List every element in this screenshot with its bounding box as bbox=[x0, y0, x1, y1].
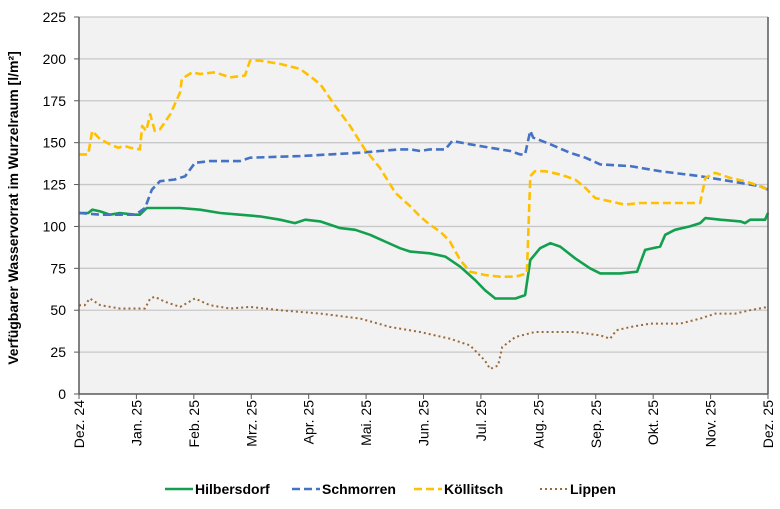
gridlines bbox=[74, 16, 769, 399]
x-tick-label: Jan. 25 bbox=[128, 400, 144, 446]
legend-label: Lippen bbox=[570, 481, 616, 497]
x-tick-label: Jun. 25 bbox=[416, 400, 432, 446]
y-tick-label: 225 bbox=[43, 9, 67, 25]
y-tick-label: 150 bbox=[43, 135, 67, 151]
x-tick-label: Jul. 25 bbox=[473, 400, 489, 441]
y-tick-labels: 0 25 50 75 100 125 150 175 200 225 bbox=[43, 9, 67, 402]
x-tick-label: Aug. 25 bbox=[530, 400, 546, 448]
legend-label: Hilbersdorf bbox=[195, 481, 270, 497]
x-tick-label: Mai. 25 bbox=[358, 400, 374, 446]
legend: Hilbersdorf Schmorren Köllitsch Lippen bbox=[165, 481, 616, 497]
y-tick-label: 0 bbox=[58, 386, 66, 402]
y-tick-label: 175 bbox=[43, 93, 67, 109]
x-tick-label: Nov. 25 bbox=[703, 400, 719, 447]
x-tick-label: Feb. 25 bbox=[186, 400, 202, 448]
y-tick-label: 200 bbox=[43, 51, 67, 67]
legend-label: Schmorren bbox=[322, 481, 396, 497]
x-tick-label: Dez. 25 bbox=[760, 400, 776, 448]
x-tick-labels: Dez. 24 Jan. 25 Feb. 25 Mrz. 25 Apr. 25 Mai. … bbox=[71, 400, 776, 448]
plot-area bbox=[79, 17, 768, 394]
legend-label: Köllitsch bbox=[444, 481, 503, 497]
x-tick-label: Sep. 25 bbox=[588, 400, 604, 448]
y-tick-label: 50 bbox=[50, 302, 66, 318]
y-tick-label: 75 bbox=[50, 260, 66, 276]
y-tick-label: 25 bbox=[50, 344, 66, 360]
x-tick-label: Okt. 25 bbox=[645, 400, 661, 445]
y-tick-label: 125 bbox=[43, 177, 67, 193]
series-line-hilbersdorf bbox=[79, 206, 770, 300]
x-tick-label: Apr. 25 bbox=[301, 400, 317, 445]
x-tick-label: Mrz. 25 bbox=[243, 400, 259, 447]
series-line-schmorren bbox=[78, 129, 769, 216]
series-lines bbox=[78, 59, 770, 370]
series-line-köllitsch bbox=[79, 59, 769, 278]
y-tick-label: 100 bbox=[43, 218, 67, 234]
x-tick-label: Dez. 24 bbox=[71, 400, 87, 448]
y-axis-label: Verfügbarer Wasservorrat im Wurzelraum [… bbox=[5, 51, 21, 365]
series-line-lippen bbox=[79, 295, 769, 370]
